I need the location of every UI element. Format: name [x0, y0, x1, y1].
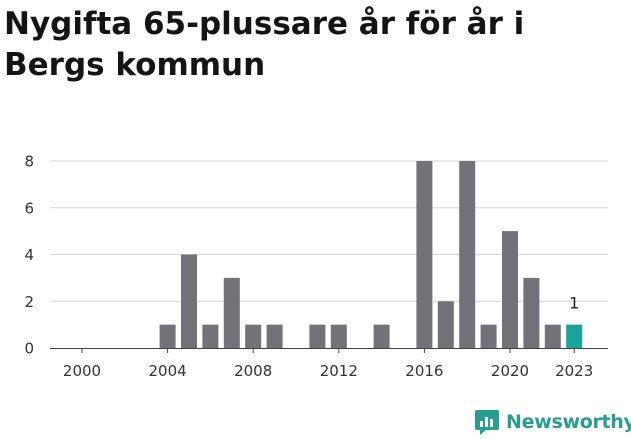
bar-2006 [202, 324, 219, 348]
newsworthy-logo-icon [475, 410, 499, 435]
x-tick-label-2016: 2016 [405, 362, 443, 380]
bar-2012 [330, 324, 347, 348]
y-tick-label-6: 6 [24, 199, 34, 217]
bar-2008 [245, 324, 262, 348]
bar-2022 [544, 324, 561, 348]
x-axis: 2000 2004 2008 2012 2016 2020 2023 [50, 348, 608, 380]
x-tick-label-2004: 2004 [149, 362, 187, 380]
x-tick-label-2000: 2000 [63, 362, 101, 380]
data-labels: 1 [569, 294, 579, 313]
bar-2021 [523, 277, 540, 348]
bar-2018 [459, 161, 476, 348]
y-tick-label-4: 4 [24, 246, 34, 264]
y-tick-label-0: 0 [24, 340, 34, 358]
x-tick-label-2008: 2008 [234, 362, 272, 380]
bar-2009 [266, 324, 283, 348]
bar-2016 [416, 161, 433, 348]
bar-2005 [181, 254, 197, 348]
y-tick-label-2: 2 [24, 293, 34, 311]
y-tick-label-8: 8 [24, 153, 34, 171]
bar-2017 [437, 301, 454, 348]
x-tick-label-2020: 2020 [491, 362, 529, 380]
bar-2011 [309, 324, 326, 348]
x-tick-label-2023: 2023 [555, 362, 593, 380]
bar-2023 [566, 324, 583, 348]
bar-2014 [373, 324, 390, 348]
bar-chart: 0 2 4 6 8 2000 2004 2008 2012 2016 2020 2023 1 [24, 153, 608, 380]
bar-2020 [502, 231, 518, 348]
x-tick-label-2012: 2012 [320, 362, 358, 380]
bars [159, 161, 583, 348]
bar-2004 [159, 324, 176, 348]
bar-2007 [223, 277, 240, 348]
bar-2019 [480, 324, 497, 348]
brand-logo: Newsworthy [474, 405, 631, 439]
y-axis-ticks: 0 2 4 6 8 [24, 153, 34, 358]
data-label-2023: 1 [569, 294, 579, 313]
chart-title: Nygifta 65-plussare år för år i Bergs ko… [4, 6, 525, 83]
brand-name: Newsworthy [506, 411, 631, 433]
